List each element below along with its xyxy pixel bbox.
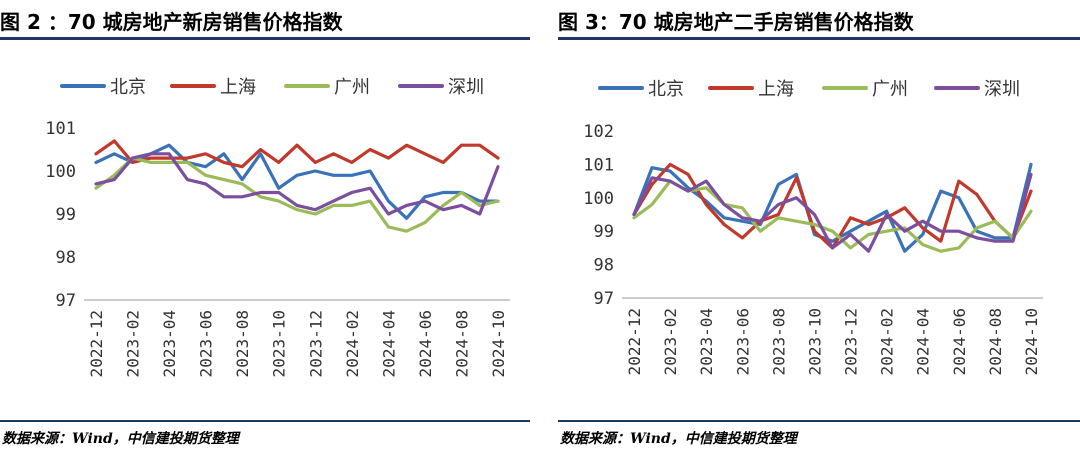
x-tick-label: 2023-02: [124, 310, 143, 377]
figure-title: 图 3：70 城房地产二手房销售价格指数: [558, 10, 914, 34]
y-tick-label: 98: [594, 256, 614, 276]
x-tick-label: 2023-08: [233, 310, 252, 377]
x-tick-label: 2024-06: [416, 310, 435, 377]
legend-label: 上海: [220, 77, 256, 98]
series-line: [94, 156, 500, 233]
y-tick-label: 101: [583, 155, 614, 175]
x-tick-label: 2023-04: [160, 310, 179, 377]
y-tick-label: 101: [45, 119, 76, 139]
y-tick-label: 98: [56, 248, 76, 268]
footer-divider: [558, 420, 1080, 422]
x-tick-label: 2023-08: [769, 308, 788, 375]
legend-label: 深圳: [448, 77, 484, 98]
y-tick-label: 99: [56, 205, 76, 225]
y-tick-label: 97: [594, 289, 614, 309]
x-tick-label: 2024-08: [986, 308, 1005, 375]
source-note: 数据来源：Wind，中信建投期货整理: [560, 431, 797, 447]
x-tick-label: 2024-10: [1022, 308, 1041, 375]
legend-label: 北京: [110, 77, 146, 98]
legend-label: 北京: [648, 79, 684, 100]
x-tick-label: 2023-12: [306, 310, 325, 377]
chart-new-home-price-index: 北京 上海 广州 深圳 97 98 99 100 101 2022-12 2023-02 2023-0…: [45, 77, 510, 377]
x-tick-label: 2024-08: [452, 310, 471, 377]
x-tick-label: 2024-04: [914, 308, 933, 375]
chart-second-hand-price-index: 北京 上海 广州 深圳 97 98 99 100 101 102 2022-12 2023-02 202…: [583, 79, 1043, 375]
title-divider: [0, 37, 530, 40]
series-line: [632, 162, 1033, 253]
series-line: [632, 179, 1033, 253]
legend-label: 深圳: [984, 79, 1020, 100]
figure-title: 图 2 ：70 城房地产新房销售价格指数: [0, 10, 343, 34]
series-line: [94, 152, 500, 216]
x-tick-label: 2023-06: [733, 308, 752, 375]
x-tick-label: 2024-06: [950, 308, 969, 375]
x-tick-label: 2024-02: [878, 308, 897, 375]
figure-right: 图 3：70 城房地产二手房销售价格指数 北京 上海 广州 深圳 97 98 99 100 10…: [558, 0, 1080, 452]
legend-label: 上海: [758, 79, 794, 100]
legend-label: 广州: [872, 79, 908, 100]
legend-label: 广州: [334, 77, 370, 98]
title-divider: [558, 37, 1080, 40]
x-tick-label: 2022-12: [625, 308, 644, 375]
footer-divider: [0, 420, 530, 422]
x-tick-label: 2024-04: [379, 310, 398, 377]
y-tick-label: 102: [583, 122, 614, 142]
source-note: 数据来源：Wind，中信建投期货整理: [2, 431, 239, 447]
series-line: [632, 172, 1033, 253]
y-tick-label: 100: [45, 162, 76, 182]
x-tick-label: 2023-10: [270, 310, 289, 377]
y-tick-label: 97: [56, 291, 76, 311]
figure-left: 图 2 ：70 城房地产新房销售价格指数 北京 上海 广州 深圳 97 98 99 100 10…: [0, 0, 530, 452]
x-tick-label: 2023-06: [197, 310, 216, 377]
x-tick-label: 2023-12: [842, 308, 861, 375]
x-tick-label: 2022-12: [87, 310, 106, 377]
x-tick-label: 2023-10: [805, 308, 824, 375]
y-tick-label: 100: [583, 189, 614, 209]
series-line: [94, 139, 500, 169]
x-tick-label: 2024-10: [489, 310, 508, 377]
series-line: [94, 143, 500, 220]
x-tick-label: 2023-04: [697, 308, 716, 375]
x-tick-label: 2024-02: [343, 310, 362, 377]
y-tick-label: 99: [594, 222, 614, 242]
x-tick-label: 2023-02: [661, 308, 680, 375]
